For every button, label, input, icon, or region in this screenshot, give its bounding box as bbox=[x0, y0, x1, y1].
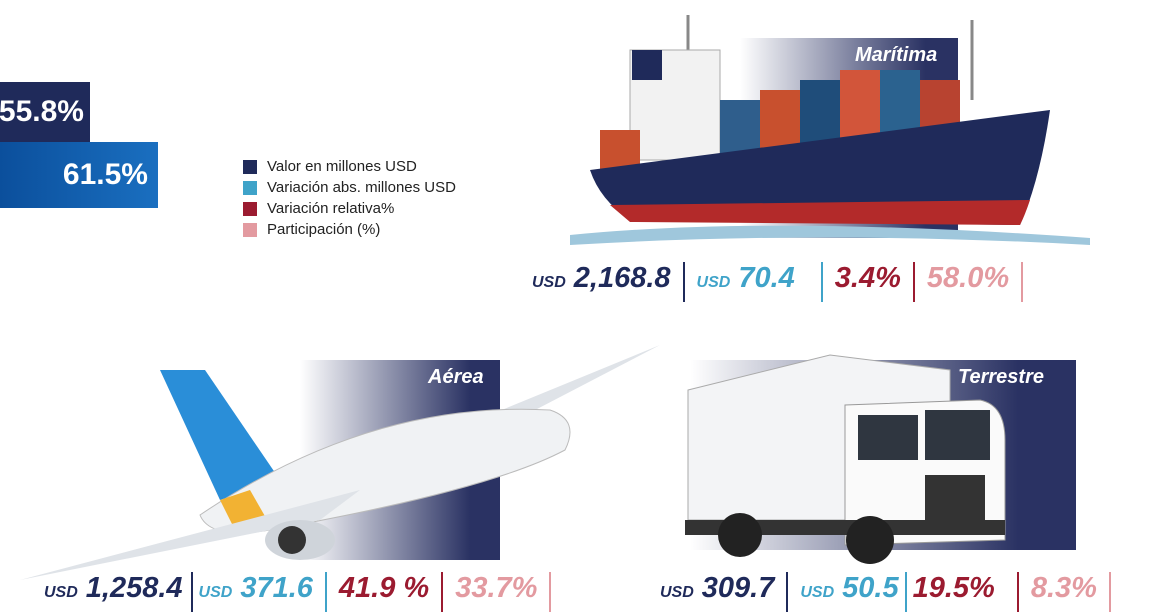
mode-label: Terrestre bbox=[958, 366, 1044, 388]
legend-text: Variación relativa% bbox=[267, 200, 395, 217]
abs-change: 70.4 bbox=[738, 262, 795, 294]
summary-box: 61.5% bbox=[0, 142, 158, 208]
currency: USD bbox=[44, 584, 78, 601]
stats-row: USD 2,168.8 USD 70.4 3.4% 58.0% bbox=[532, 262, 1035, 302]
value: 2,168.8 bbox=[573, 262, 671, 294]
abs-change: 371.6 bbox=[240, 572, 313, 604]
truck-illustration bbox=[685, 354, 1006, 564]
share: 58.0% bbox=[926, 262, 1010, 294]
mode-label: Marítima bbox=[855, 44, 938, 66]
currency: USD bbox=[660, 584, 694, 601]
legend-item: Variación relativa% bbox=[243, 200, 394, 217]
legend-item: Participación (%) bbox=[243, 221, 380, 238]
legend-text: Variación abs. millones USD bbox=[267, 179, 456, 196]
summary-box: 55.8% bbox=[0, 82, 90, 142]
rel-change: 41.9 % bbox=[338, 572, 430, 604]
summary-value: 55.8% bbox=[0, 95, 84, 128]
summary-value: 61.5% bbox=[62, 158, 148, 191]
abs-change: 50.5 bbox=[842, 572, 899, 604]
value: 1,258.4 bbox=[85, 572, 183, 604]
value: 309.7 bbox=[701, 572, 775, 604]
stats-row: USD 1,258.4 USD 371.6 41.9 % 33.7% bbox=[44, 572, 563, 612]
currency: USD bbox=[800, 584, 835, 601]
plane-illustration bbox=[20, 345, 660, 580]
currency: USD bbox=[198, 584, 233, 601]
share: 8.3% bbox=[1030, 572, 1097, 604]
ship-illustration bbox=[570, 15, 1090, 245]
rel-change: 3.4% bbox=[834, 262, 901, 294]
legend-text: Participación (%) bbox=[267, 221, 381, 238]
legend-item: Variación abs. millones USD bbox=[243, 179, 456, 196]
legend-item: Valor en millones USD bbox=[243, 158, 417, 175]
legend-text: Valor en millones USD bbox=[267, 158, 417, 175]
rel-change: 19.5% bbox=[912, 572, 995, 604]
currency: USD bbox=[532, 274, 566, 291]
share: 33.7% bbox=[455, 572, 538, 604]
stats-row: USD 309.7 USD 50.5 19.5% 8.3% bbox=[660, 572, 1123, 612]
mode-label: Aérea bbox=[428, 366, 484, 388]
currency: USD bbox=[696, 274, 731, 291]
